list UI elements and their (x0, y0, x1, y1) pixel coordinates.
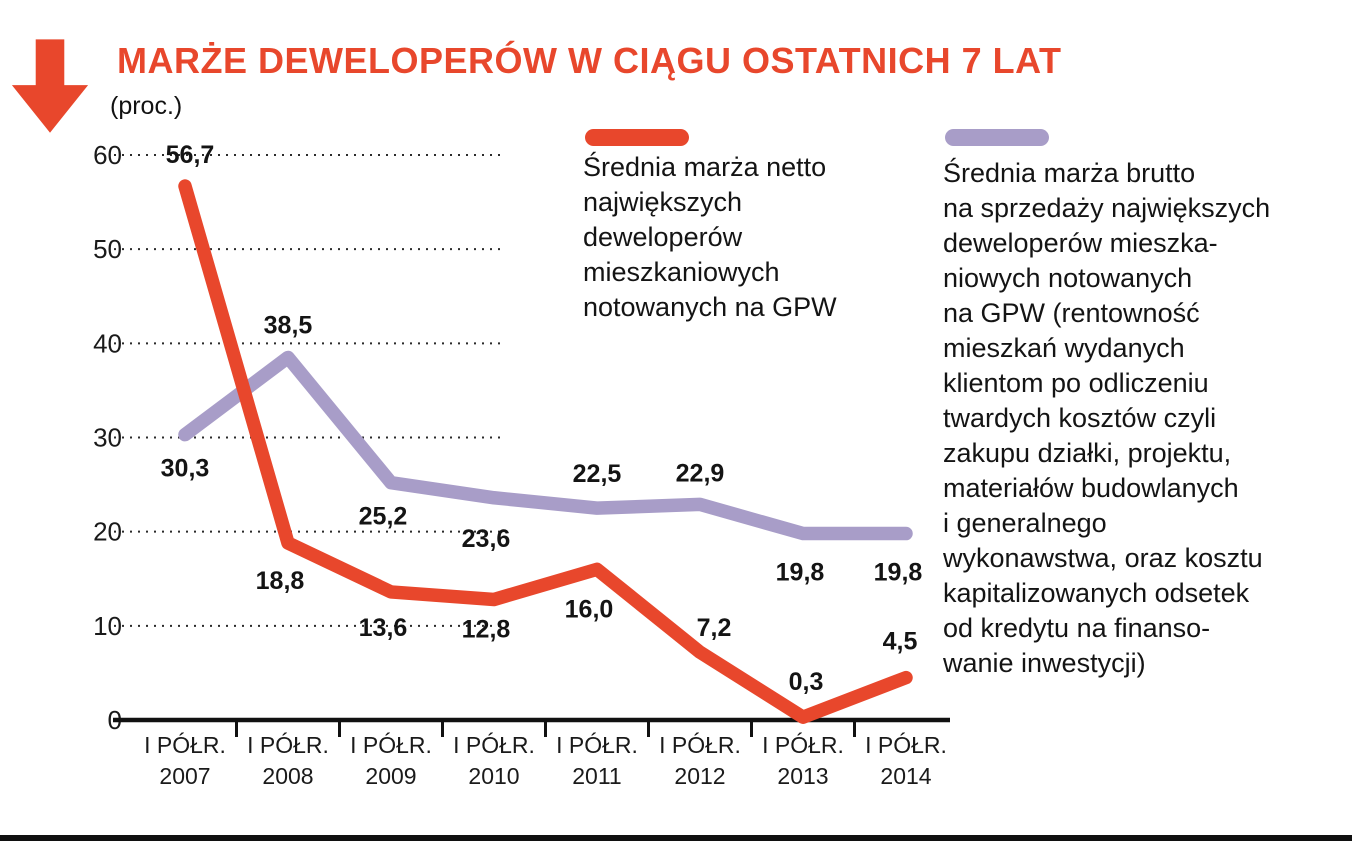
x-axis-label-year: 2013 (777, 763, 828, 789)
data-label: 19,8 (776, 559, 825, 587)
data-label: 22,5 (573, 460, 622, 488)
y-axis-label: 60 (93, 140, 122, 170)
y-axis-unit-label: (proc.) (110, 92, 183, 120)
legend-gross-label: Średnia marża brutto na sprzedaży najwię… (943, 158, 1271, 678)
data-label: 22,9 (676, 459, 725, 487)
x-axis-label-period: I PÓŁR. (556, 732, 638, 758)
y-axis-label: 20 (93, 517, 122, 547)
data-labels: 56,7 18,8 13,6 12,8 16,0 7,2 0,3 4,5 30,3 38,5 25,… (161, 141, 923, 696)
x-axis-label-year: 2010 (468, 763, 519, 789)
data-label: 18,8 (256, 567, 305, 595)
x-axis-ticks (235, 720, 856, 737)
x-axis-label-period: I PÓŁR. (865, 732, 947, 758)
x-axis-labels: I PÓŁR. 2007 I PÓŁR. 2008 I PÓŁR. 2009 I PÓŁR.… (144, 732, 947, 789)
down-arrow-svg (11, 39, 89, 133)
data-label: 19,8 (874, 559, 923, 587)
legend-gross-swatch (945, 129, 1049, 146)
x-axis-label-period: I PÓŁR. (453, 732, 535, 758)
series-line (178, 179, 913, 724)
y-axis-label: 30 (93, 423, 122, 453)
legend-net-swatch (585, 129, 689, 146)
x-axis-label-period: I PÓŁR. (659, 732, 741, 758)
data-label: 7,2 (697, 614, 732, 642)
chart-title: MARŻE DEWELOPERÓW W CIĄGU OSTATNICH 7 LA… (117, 40, 1062, 81)
data-label: 25,2 (359, 503, 408, 531)
data-label: 13,6 (359, 614, 408, 642)
series-line (178, 350, 913, 541)
data-label: 4,5 (883, 628, 918, 656)
data-label: 30,3 (161, 455, 210, 483)
data-label: 12,8 (462, 615, 511, 643)
x-axis-label-period: I PÓŁR. (144, 732, 226, 758)
x-axis-label-year: 2011 (572, 763, 621, 789)
x-axis-label-year: 2012 (674, 763, 725, 789)
x-axis-label-period: I PÓŁR. (247, 732, 329, 758)
y-axis-label: 50 (93, 234, 122, 264)
y-axis-label: 40 (93, 328, 122, 358)
x-axis-label-year: 2008 (262, 763, 313, 789)
data-label: 16,0 (565, 595, 614, 623)
x-axis-label-period: I PÓŁR. (762, 732, 844, 758)
down-arrow-shape (11, 39, 89, 133)
legend-net-label: Średnia marża netto największych dewelop… (583, 152, 837, 322)
x-axis-label-period: I PÓŁR. (350, 732, 432, 758)
bottom-divider (0, 835, 1352, 841)
y-axis-labels: 0102030405060 (93, 140, 122, 735)
data-label: 56,7 (166, 141, 215, 169)
data-label: 0,3 (789, 668, 824, 696)
data-label: 23,6 (462, 525, 511, 553)
y-axis-label: 10 (93, 611, 122, 641)
x-axis-label-year: 2014 (880, 763, 931, 789)
down-arrow-icon (10, 36, 90, 138)
data-label: 38,5 (264, 311, 313, 339)
x-axis-label-year: 2009 (365, 763, 416, 789)
x-axis-label-year: 2007 (159, 763, 210, 789)
